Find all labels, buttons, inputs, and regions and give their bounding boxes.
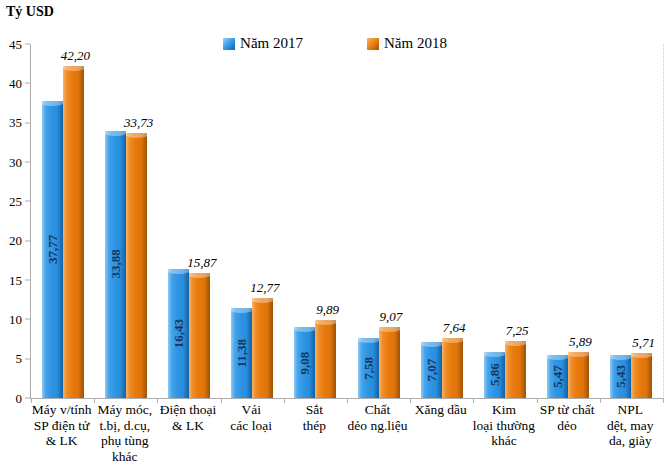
- y-axis: 051015202530354045: [0, 44, 30, 398]
- y-tick-label: 10: [9, 312, 22, 328]
- x-category-label-2: Máy móc, t.bị, d.cụ, phụ tùng khác: [93, 402, 156, 465]
- y-tick-label: 0: [16, 391, 23, 407]
- bar-value-inside: 37,77: [42, 101, 63, 398]
- y-tick-label: 5: [16, 351, 23, 367]
- legend-label-2017: Năm 2017: [240, 35, 303, 52]
- bar-value-inside: 16,43: [168, 269, 189, 398]
- bar-value-inside: 11,38: [231, 308, 252, 398]
- bar-2018-4: 12,77: [252, 298, 273, 398]
- x-category-label-3: Điện thoại & LK: [156, 402, 219, 465]
- bar-value-above: 7,25: [506, 323, 529, 339]
- x-category-label-8: Kim loại thường khác: [472, 402, 535, 465]
- x-category-label-10: NPL dệt, may da, giày: [599, 402, 662, 465]
- bar-2018-5: 9,89: [315, 320, 336, 398]
- x-category-label-1: Máy v/tính SP điện tử & LK: [30, 402, 93, 465]
- bar-value-inside: 33,88: [105, 131, 126, 398]
- bar-value-above: 9,89: [316, 302, 339, 318]
- y-tick-label: 20: [9, 233, 22, 249]
- legend: Năm 2017 Năm 2018: [0, 35, 670, 52]
- bar-value-inside: 7,07: [421, 342, 442, 398]
- bar-2017-7: 7,07: [421, 342, 442, 398]
- bar-group-1: 37,7742,20: [31, 44, 94, 398]
- bar-2017-5: 9,08: [294, 327, 315, 398]
- x-axis-labels: Máy v/tính SP điện tử & LKMáy móc, t.bị,…: [30, 402, 662, 465]
- bar-2018-3: 15,87: [189, 273, 210, 398]
- x-category-label-4: Vải các loại: [220, 402, 283, 465]
- bar-group-8: 5,867,25: [473, 44, 536, 398]
- plot-area: 37,7742,2033,8833,7316,4315,8711,3812,77…: [30, 44, 664, 399]
- y-tick-label: 25: [9, 194, 22, 210]
- bar-2017-10: 5,43: [610, 355, 631, 398]
- bar-group-4: 11,3812,77: [221, 44, 284, 398]
- bar-group-2: 33,8833,73: [94, 44, 157, 398]
- legend-label-2018: Năm 2018: [384, 35, 447, 52]
- bar-2017-2: 33,88: [105, 131, 126, 398]
- bar-value-inside: 5,86: [484, 352, 505, 398]
- bar-value-inside: 7,58: [358, 338, 379, 398]
- legend-swatch-2017-icon: [223, 38, 235, 50]
- bar-2017-1: 37,77: [42, 101, 63, 398]
- y-tick-label: 15: [9, 273, 22, 289]
- bar-2018-7: 7,64: [442, 338, 463, 398]
- bar-group-6: 7,589,07: [347, 44, 410, 398]
- bar-chart: Tỷ USD Năm 2017 Năm 2018 0 5 10 15 20 25 30 35 4…: [0, 0, 670, 467]
- bar-2017-8: 5,86: [484, 352, 505, 398]
- bar-2018-2: 33,73: [126, 133, 147, 398]
- x-category-label-5: Sắt thép: [283, 402, 346, 465]
- x-category-label-9: SP từ chất dẻo: [536, 402, 599, 465]
- bar-group-3: 16,4315,87: [157, 44, 220, 398]
- bar-group-10: 5,435,71: [600, 44, 663, 398]
- x-category-label-7: Xăng dầu: [409, 402, 472, 465]
- bar-value-above: 5,71: [632, 335, 655, 351]
- bar-value-above: 7,64: [443, 320, 466, 336]
- bar-value-above: 12,77: [250, 280, 279, 296]
- bar-value-above: 33,73: [124, 115, 153, 131]
- y-tick-label: 30: [9, 155, 22, 171]
- y-tick-label: 35: [9, 115, 22, 131]
- legend-swatch-2018-icon: [367, 38, 379, 50]
- bar-2018-9: 5,89: [568, 352, 589, 398]
- legend-item-2018: Năm 2018: [367, 35, 447, 52]
- x-category-label-6: Chất dẻo ng.liệu: [346, 402, 409, 465]
- bar-2017-9: 5,47: [547, 355, 568, 398]
- bar-2017-4: 11,38: [231, 308, 252, 398]
- bar-2017-3: 16,43: [168, 269, 189, 398]
- bar-group-5: 9,089,89: [284, 44, 347, 398]
- legend-item-2017: Năm 2017: [223, 35, 303, 52]
- bar-group-9: 5,475,89: [537, 44, 600, 398]
- bar-value-above: 5,89: [569, 334, 592, 350]
- bar-value-inside: 5,47: [547, 355, 568, 398]
- bar-value-above: 15,87: [187, 255, 216, 271]
- y-tick-label: 40: [9, 76, 22, 92]
- bar-2018-1: 42,20: [63, 66, 84, 398]
- x-tick: [663, 399, 664, 403]
- bar-value-inside: 9,08: [294, 327, 315, 398]
- bar-2018-8: 7,25: [505, 341, 526, 398]
- bar-2018-10: 5,71: [631, 353, 652, 398]
- chart-title: Tỷ USD: [6, 4, 54, 20]
- bar-value-above: 9,07: [379, 309, 402, 325]
- bar-group-7: 7,077,64: [410, 44, 473, 398]
- bar-2018-6: 9,07: [379, 327, 400, 398]
- bar-value-inside: 5,43: [610, 355, 631, 398]
- bar-2017-6: 7,58: [358, 338, 379, 398]
